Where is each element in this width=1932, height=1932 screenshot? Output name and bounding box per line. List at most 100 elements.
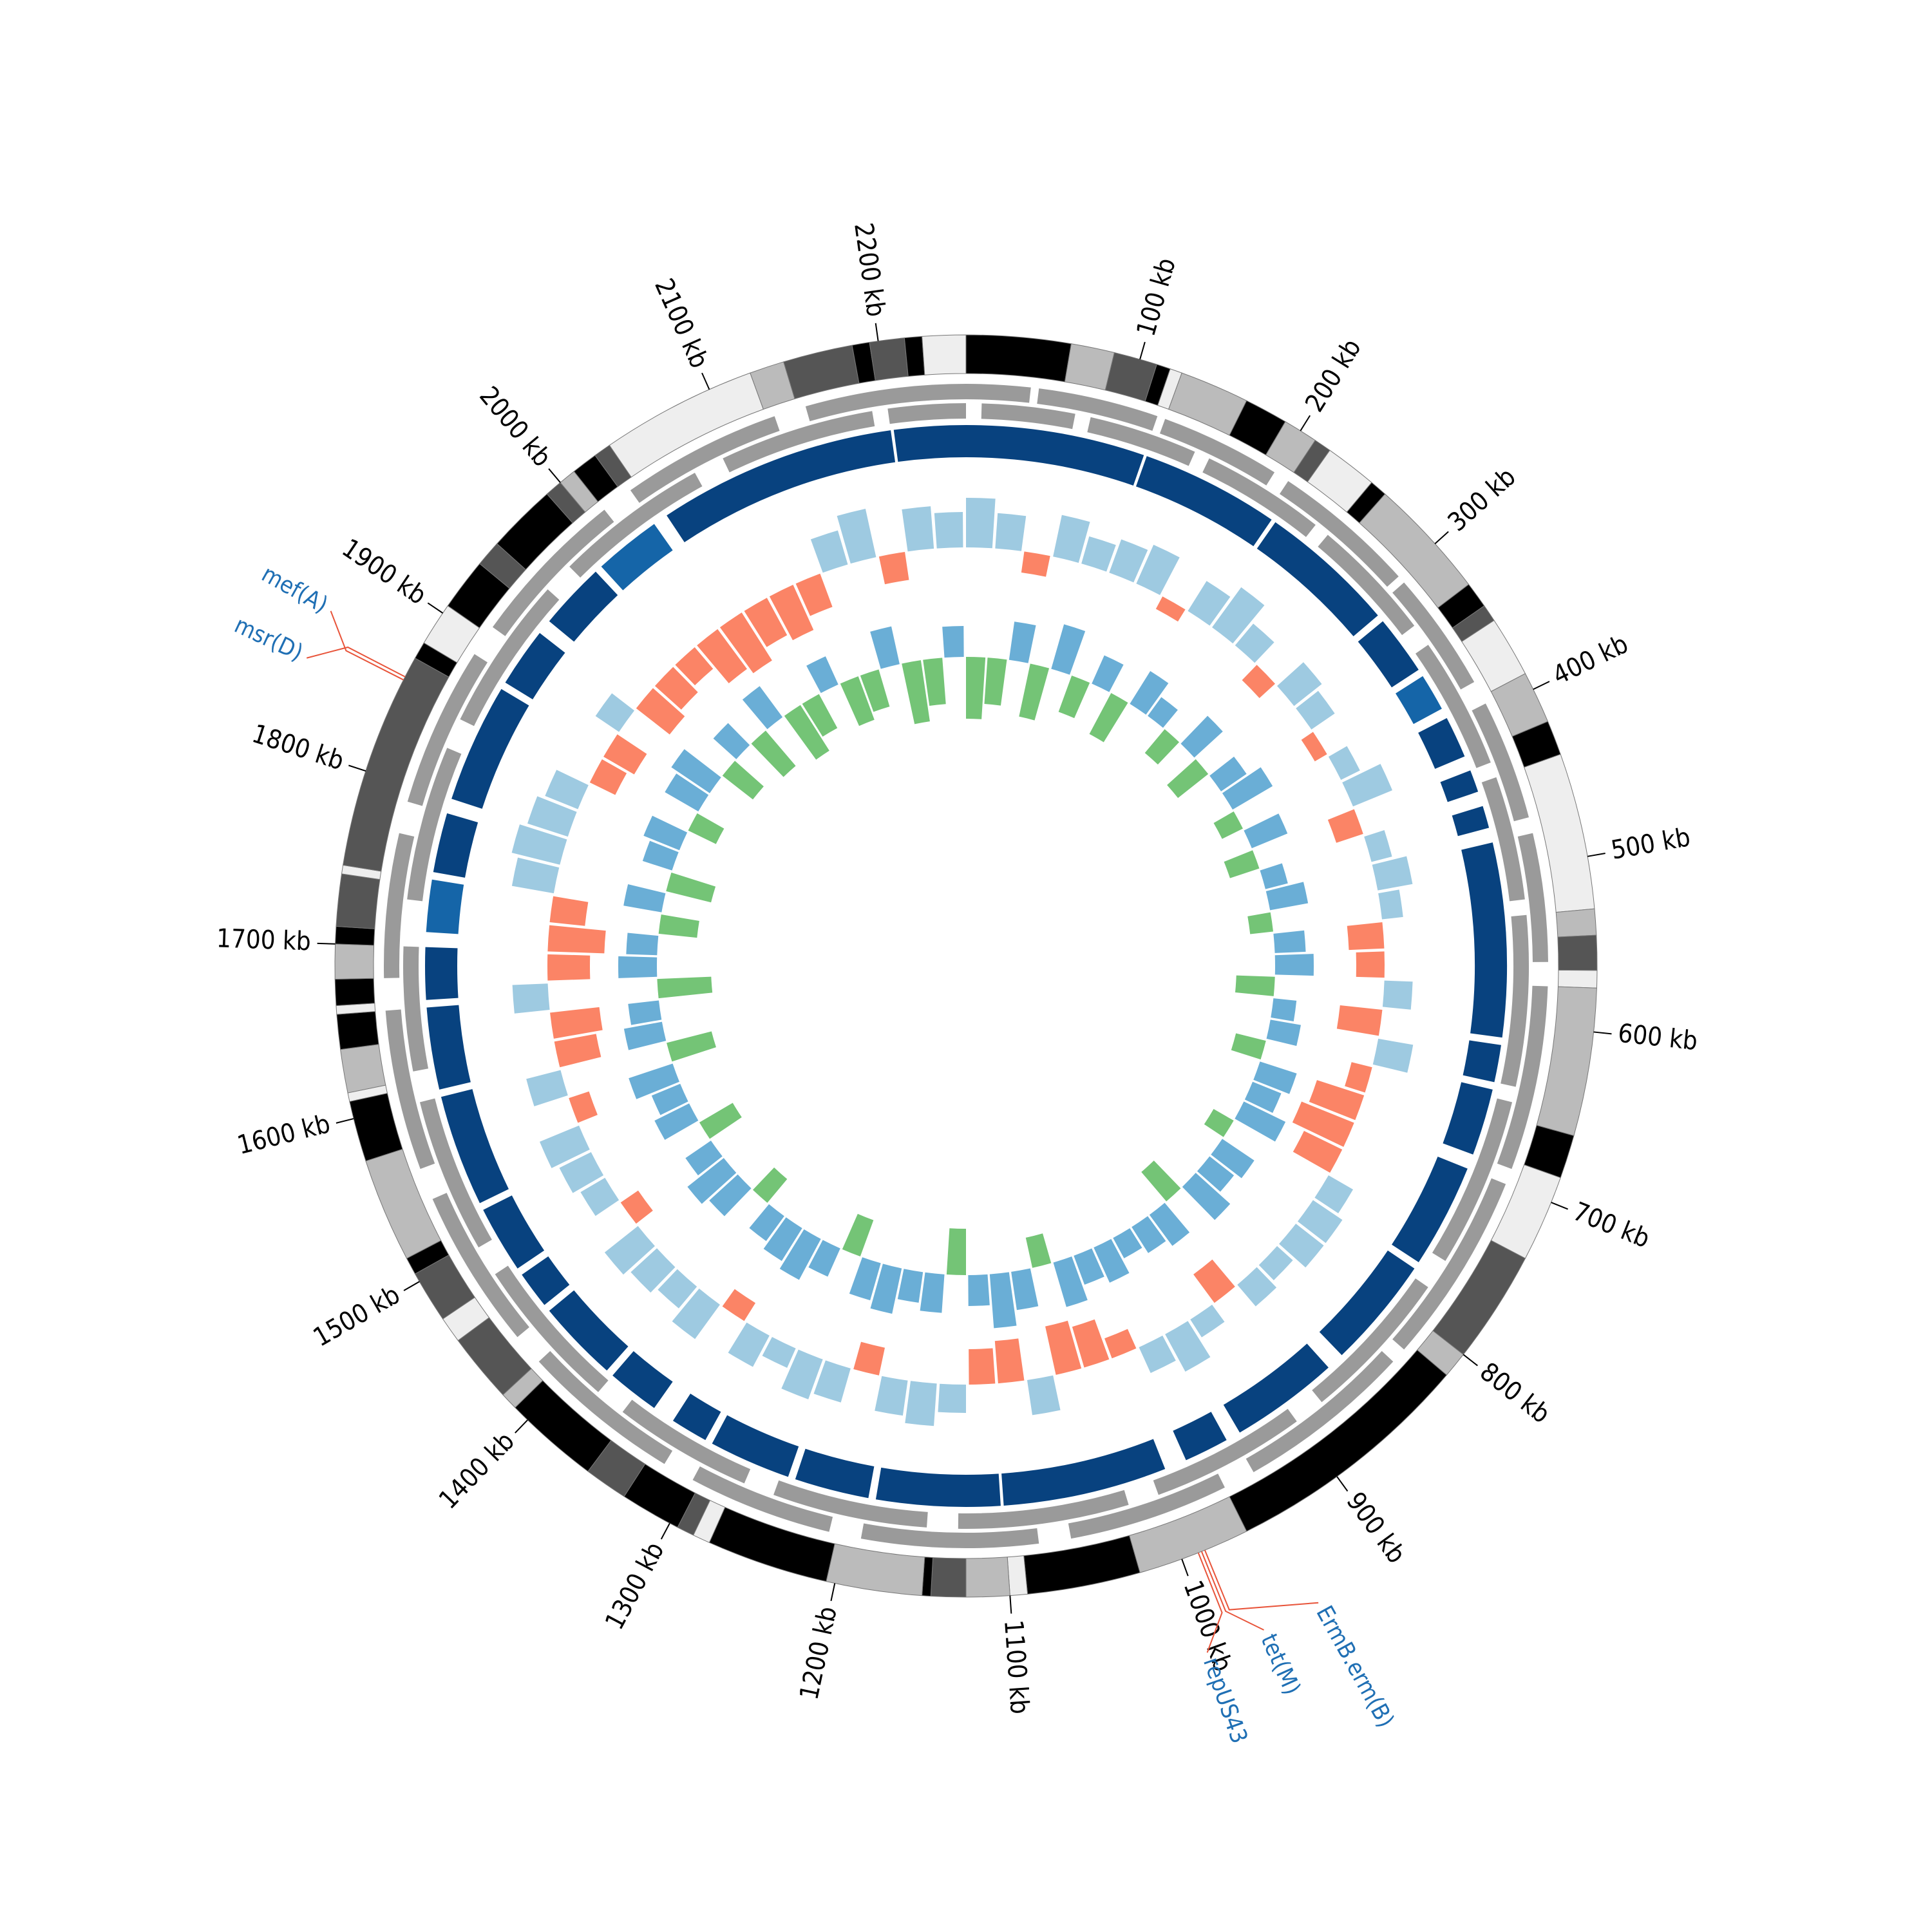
gene: [1392, 1178, 1506, 1350]
gene: [1159, 419, 1275, 486]
gc-content-bar: [1051, 624, 1086, 675]
gc-content-bar: [642, 840, 679, 871]
gc-content-bar: [1271, 998, 1297, 1022]
gc-content-bar: [946, 1228, 966, 1275]
gc-skew-bar: [1382, 980, 1413, 1010]
gc-content-bar: [902, 660, 930, 724]
contig: [904, 336, 925, 377]
gc-skew-bar: [1081, 536, 1116, 572]
block: [483, 1195, 545, 1269]
tick-label: 1900 kb: [337, 533, 431, 611]
gc-content-bar: [1144, 729, 1180, 765]
gc-skew-bar: [722, 1289, 756, 1321]
gc-content-bar: [968, 1274, 990, 1306]
block: [1319, 1250, 1415, 1356]
gc-skew-bar: [1212, 587, 1265, 644]
gc-skew-bar: [512, 983, 550, 1014]
block: [966, 425, 1144, 486]
gene: [1279, 481, 1399, 587]
block: [612, 1351, 673, 1408]
gc-skew-bar: [810, 530, 848, 573]
gc-skew-bar: [1242, 665, 1275, 698]
annotation-label: msr(D): [231, 612, 307, 667]
block: [549, 1290, 629, 1371]
gc-content-bar: [1222, 767, 1273, 810]
contig: [340, 1044, 386, 1094]
gene: [1432, 1098, 1513, 1261]
gene: [402, 946, 429, 1072]
gc-skew-bar: [853, 1341, 886, 1376]
gc-content-bar: [923, 658, 946, 706]
gene: [1392, 582, 1475, 690]
tick-mark: [660, 1522, 670, 1540]
gene: [1312, 1278, 1428, 1403]
gc-content-bar: [1244, 813, 1288, 849]
block: [1358, 621, 1419, 688]
gc-skew-bar: [1190, 1304, 1225, 1338]
gc-skew-bar: [1309, 1080, 1365, 1121]
block: [549, 571, 618, 642]
tick-label: 2000 kb: [473, 381, 557, 473]
annotation-label: ErmB.erm(B): [1311, 1602, 1399, 1732]
contig: [1557, 969, 1598, 989]
gc-content-bar: [742, 686, 783, 730]
tick-mark: [317, 942, 336, 945]
gc-skew-bar: [1258, 1245, 1293, 1280]
gc-content-bar: [654, 1103, 699, 1140]
tick-label: 900 kb: [1340, 1487, 1411, 1569]
tick-label: 1200 kb: [794, 1604, 842, 1703]
gc-content-bar: [1180, 715, 1223, 758]
block: [1223, 1343, 1329, 1433]
gene: [805, 384, 966, 422]
gc-skew-bar: [719, 612, 772, 674]
block: [1001, 1439, 1166, 1506]
gene: [622, 1399, 751, 1484]
gc-skew-bar: [1237, 1267, 1277, 1307]
tick-mark: [701, 372, 710, 390]
gc-skew-bar: [620, 1190, 653, 1224]
tick-label: 300 kb: [1443, 462, 1522, 537]
gene: [407, 654, 488, 806]
gc-content-bar: [665, 773, 709, 811]
gc-content-bar: [870, 626, 900, 669]
contig: [336, 1011, 379, 1050]
gc-content-bar: [628, 1000, 662, 1025]
block: [505, 632, 565, 700]
gc-skew-bar: [549, 896, 589, 926]
gc-content-bar: [749, 1204, 784, 1242]
gene: [384, 833, 415, 978]
block: [1418, 717, 1465, 769]
gene: [630, 416, 780, 503]
block: [1392, 1156, 1468, 1262]
gc-content-bar: [763, 1217, 802, 1261]
gc-content-bar: [1274, 954, 1314, 976]
gc-skew-bar: [604, 1226, 655, 1275]
gc-skew-bar: [545, 770, 589, 810]
contig: [349, 1092, 403, 1162]
gc-skew-bar: [1356, 951, 1385, 978]
gc-content-bar: [989, 1272, 1017, 1329]
block: [1396, 676, 1442, 724]
block: [1443, 1082, 1493, 1155]
gene: [692, 1466, 833, 1532]
gc-content-bar: [629, 1063, 679, 1099]
block: [426, 1005, 471, 1090]
tick-label: 1100 kb: [998, 1619, 1034, 1716]
tick-mark: [348, 764, 366, 772]
block: [1135, 456, 1272, 547]
gc-skew-bar: [550, 1007, 603, 1039]
gene: [1481, 777, 1525, 902]
gc-skew-bar: [589, 759, 627, 795]
gc-skew-bar: [1314, 1175, 1354, 1214]
gc-content-bar: [966, 657, 986, 719]
tick-mark: [1434, 531, 1449, 544]
annotation-label: tet(M): [1255, 1630, 1305, 1699]
gc-skew-bar: [526, 1070, 568, 1106]
tick-mark: [336, 1118, 354, 1124]
gc-content-bar: [1011, 1268, 1039, 1311]
gc-content-bar: [1019, 663, 1050, 721]
annotation-leader: [1197, 1552, 1223, 1653]
gc-content-bar: [1260, 863, 1288, 889]
gc-skew-bar: [1155, 596, 1186, 622]
gc-content-bar: [643, 815, 688, 851]
